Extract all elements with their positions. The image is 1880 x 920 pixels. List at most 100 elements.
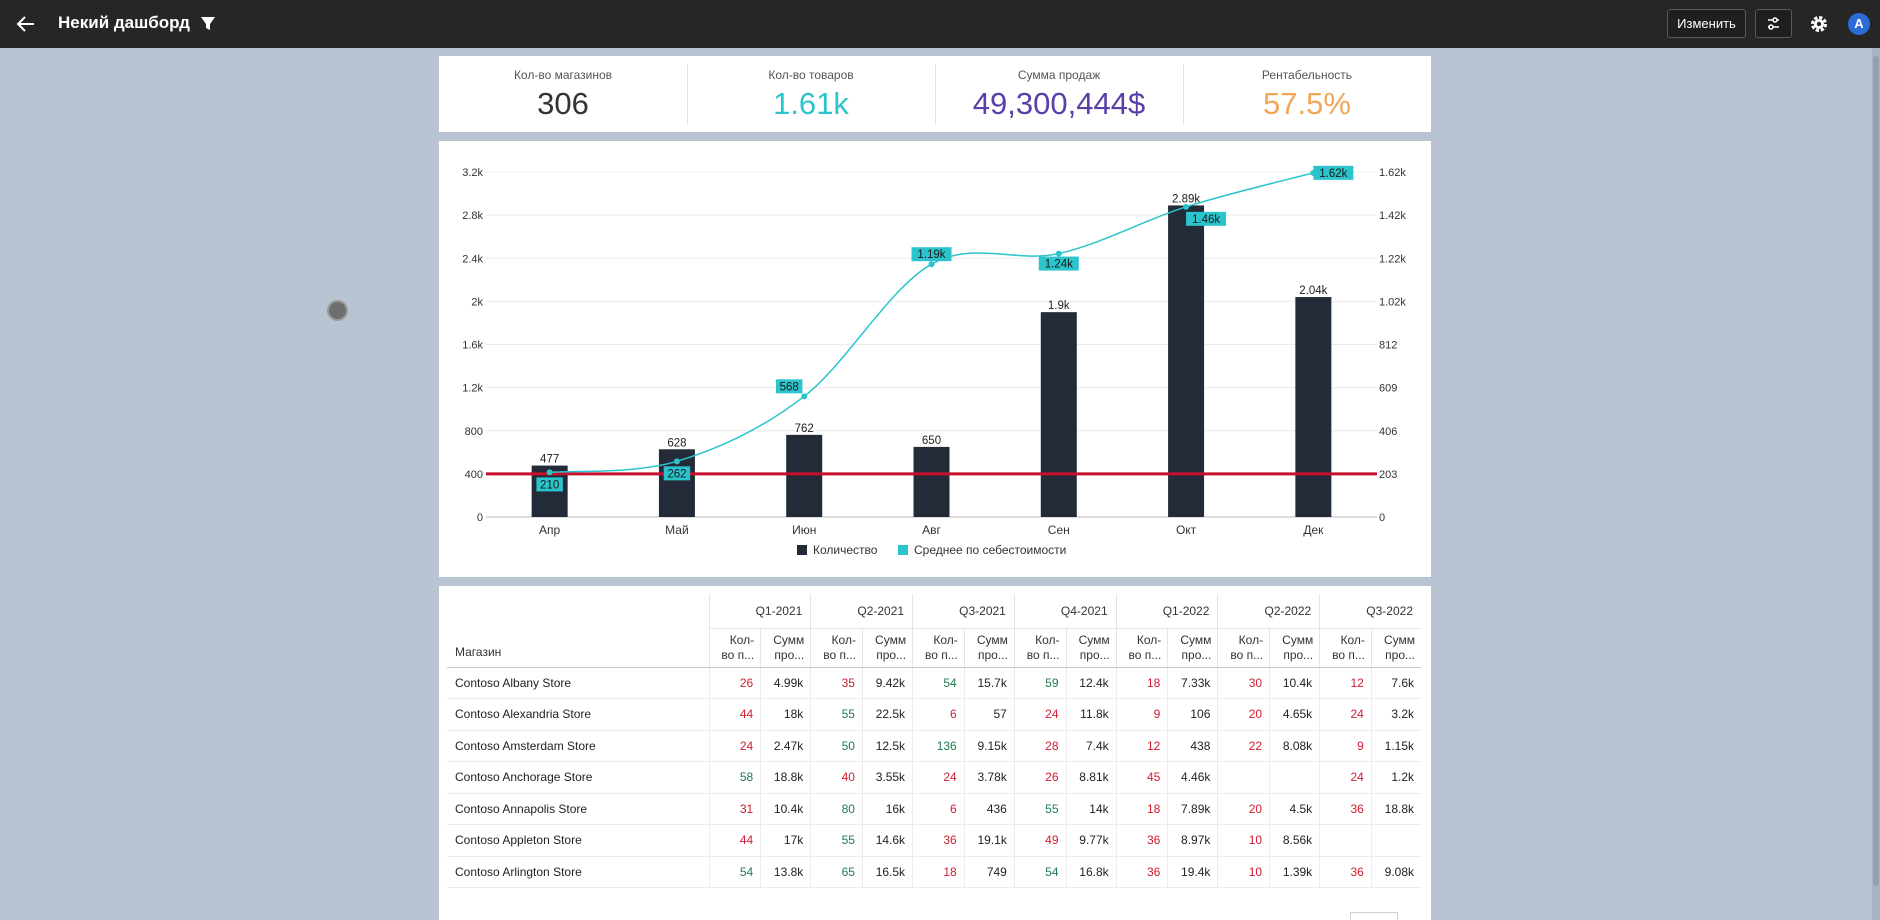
kpi-value: 1.61k [773, 86, 849, 121]
header-text: во п... [1230, 647, 1264, 662]
store-name-cell: Contoso Anchorage Store [447, 761, 709, 794]
header-text: Сумм [1078, 632, 1110, 647]
settings-sliders-button[interactable] [1755, 9, 1792, 38]
sum-cell: 16k [861, 793, 913, 825]
kpi-panel: Кол-во магазинов 306 Кол-во товаров 1.61… [439, 56, 1431, 132]
store-column-header[interactable]: Магазин [447, 594, 709, 668]
bar-data-label: 1.9k [1048, 300, 1070, 312]
y-left-tick-label: 2.4k [462, 253, 483, 265]
line-data-label: 1.19k [917, 249, 945, 261]
quarter-header[interactable]: Q2-2021 [810, 594, 913, 629]
sum-column-header[interactable]: Сумм про... [1167, 628, 1218, 668]
store-name-cell: Contoso Amsterdam Store [447, 730, 709, 762]
table-row[interactable]: Contoso Alexandria Store 44 18k 55 22.5k 6 57 2… [447, 698, 1421, 731]
count-cell: 59 [1013, 667, 1067, 699]
line-data-label: 568 [780, 381, 799, 393]
count-cell [1217, 761, 1270, 794]
header-text: во п... [1128, 647, 1162, 662]
store-name-cell: Contoso Arlington Store [447, 856, 709, 888]
store-name-cell: Contoso Appleton Store [447, 824, 709, 857]
sum-cell: 2.47k [760, 730, 811, 762]
line-point [1055, 250, 1062, 257]
quarter-header[interactable]: Q3-2021 [912, 594, 1015, 629]
filter-icon[interactable] [198, 14, 218, 34]
sum-cell: 18.8k [1370, 793, 1421, 825]
line-label-bg [1038, 256, 1079, 271]
count-column-header[interactable]: Кол-во п... [1217, 628, 1270, 668]
quarter-header[interactable]: Q1-2022 [1115, 594, 1218, 629]
count-cell: 31 [708, 793, 761, 825]
sum-cell: 438 [1167, 730, 1218, 762]
line-data-label: 210 [540, 479, 559, 491]
header-text: Кол- [831, 632, 856, 647]
count-cell: 10 [1217, 856, 1270, 888]
quarter-header[interactable]: Q4-2021 [1013, 594, 1117, 629]
sum-cell: 9.15k [963, 730, 1015, 762]
count-column-header[interactable]: Кол-во п... [1115, 628, 1168, 668]
header-text: Кол- [1136, 632, 1162, 647]
header-text: про... [1283, 647, 1314, 662]
gear-icon[interactable] [1808, 13, 1830, 35]
count-cell: 20 [1217, 793, 1270, 825]
user-avatar[interactable]: A [1848, 13, 1870, 35]
table-row[interactable]: Contoso Annapolis Store 31 10.4k 80 16k 6 436 5… [447, 793, 1421, 825]
kpi-product-count: Кол-во товаров 1.61k [687, 56, 935, 132]
sum-column-header[interactable]: Сумм про... [760, 628, 811, 668]
sum-cell: 749 [963, 856, 1015, 888]
table-row[interactable]: Contoso Arlington Store 54 13.8k 65 16.5k 18 7… [447, 856, 1421, 888]
line-label-bg [911, 247, 952, 262]
header-text: во п... [823, 647, 856, 662]
count-cell: 24 [1319, 698, 1372, 731]
y-left-tick-label: 1.2k [462, 383, 483, 395]
sum-column-header[interactable]: Сумм про... [1370, 628, 1421, 668]
sum-column-header[interactable]: Сумм про... [1269, 628, 1320, 668]
count-cell: 6 [912, 793, 965, 825]
y-right-tick-label: 1.62k [1379, 167, 1406, 179]
quarter-header[interactable]: Q1-2021 [708, 594, 811, 629]
x-tick-label: Дек [1303, 523, 1324, 537]
pagination-control[interactable] [1350, 912, 1398, 920]
edit-button[interactable]: Изменить [1667, 9, 1746, 38]
header-text: Кол- [729, 632, 755, 647]
y-left-tick-label: 0 [477, 512, 483, 524]
bar-data-label: 2.04k [1299, 285, 1327, 297]
table-row[interactable]: Contoso Anchorage Store 58 18.8k 40 3.55k 24 3… [447, 761, 1421, 794]
sum-cell: 3.2k [1370, 698, 1421, 731]
scrollbar-thumb[interactable] [1873, 56, 1879, 886]
kpi-label: Сумма продаж [1017, 68, 1101, 82]
sum-cell: 3.55k [861, 761, 913, 794]
header-text: Сумм [1282, 632, 1314, 647]
sum-column-header[interactable]: Сумм про... [861, 628, 913, 668]
header-text: Кол- [933, 632, 958, 647]
sum-cell: 10.4k [760, 793, 811, 825]
sum-cell: 4.99k [760, 667, 811, 699]
table-row[interactable]: Contoso Albany Store 26 4.99k 35 9.42k 54 15.7… [447, 667, 1421, 699]
bar-Авг [913, 446, 950, 517]
count-cell: 45 [1115, 761, 1168, 794]
count-column-header[interactable]: Кол-во п... [1013, 628, 1067, 668]
sum-column-header[interactable]: Сумм про... [963, 628, 1015, 668]
count-cell: 50 [810, 730, 863, 762]
x-tick-label: Окт [1176, 523, 1197, 537]
line-label-bg [1186, 211, 1227, 226]
header-text: Сумм [1180, 632, 1212, 647]
count-column-header[interactable]: Кол-во п... [708, 628, 761, 668]
count-column-header[interactable]: Кол-во п... [810, 628, 863, 668]
count-cell: 22 [1217, 730, 1270, 762]
quarter-header[interactable]: Q3-2022 [1319, 594, 1421, 629]
back-arrow-icon[interactable] [14, 12, 38, 36]
quarter-header[interactable]: Q2-2022 [1217, 594, 1320, 629]
sum-cell: 106 [1167, 698, 1218, 731]
kpi-label: Кол-во товаров [768, 68, 854, 82]
sum-cell: 436 [963, 793, 1015, 825]
count-column-header[interactable]: Кол-во п... [1319, 628, 1372, 668]
table-row[interactable]: Contoso Appleton Store 44 17k 55 14.6k 36 19.1… [447, 824, 1421, 857]
legend-label: Среднее по себестоимости [914, 543, 1066, 557]
sum-cell: 11.8k [1065, 698, 1117, 731]
sum-cell [1269, 761, 1320, 794]
count-column-header[interactable]: Кол-во п... [912, 628, 965, 668]
table-row[interactable]: Contoso Amsterdam Store 24 2.47k 50 12.5k 136… [447, 730, 1421, 762]
sum-column-header[interactable]: Сумм про... [1065, 628, 1117, 668]
y-right-tick-label: 203 [1379, 469, 1397, 481]
count-cell: 20 [1217, 698, 1270, 731]
